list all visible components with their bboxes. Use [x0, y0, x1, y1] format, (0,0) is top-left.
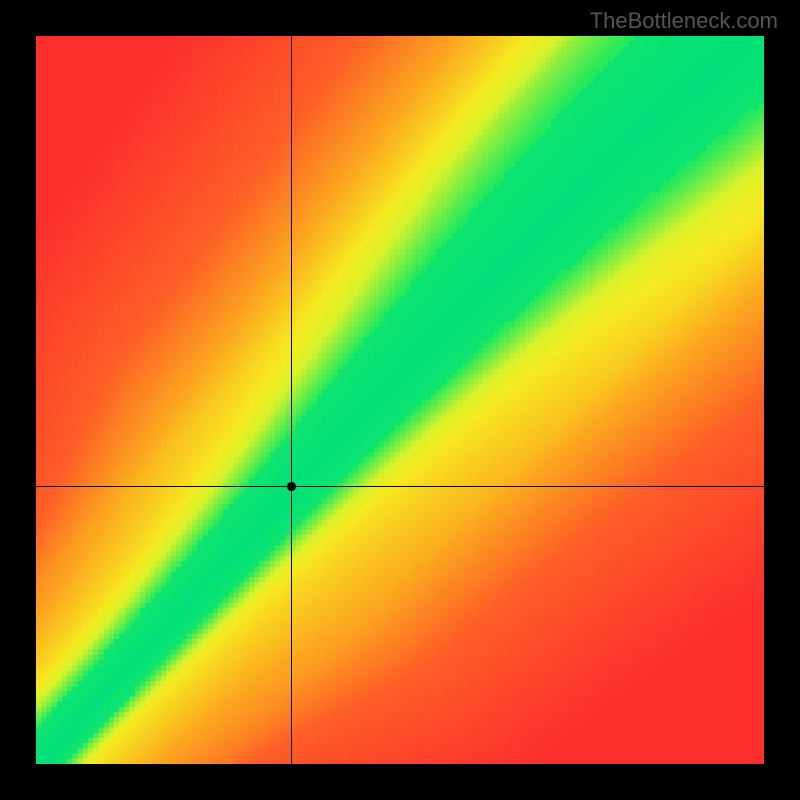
watermark-text: TheBottleneck.com — [590, 8, 778, 34]
chart-container: TheBottleneck.com — [0, 0, 800, 800]
crosshair-overlay — [36, 36, 764, 764]
